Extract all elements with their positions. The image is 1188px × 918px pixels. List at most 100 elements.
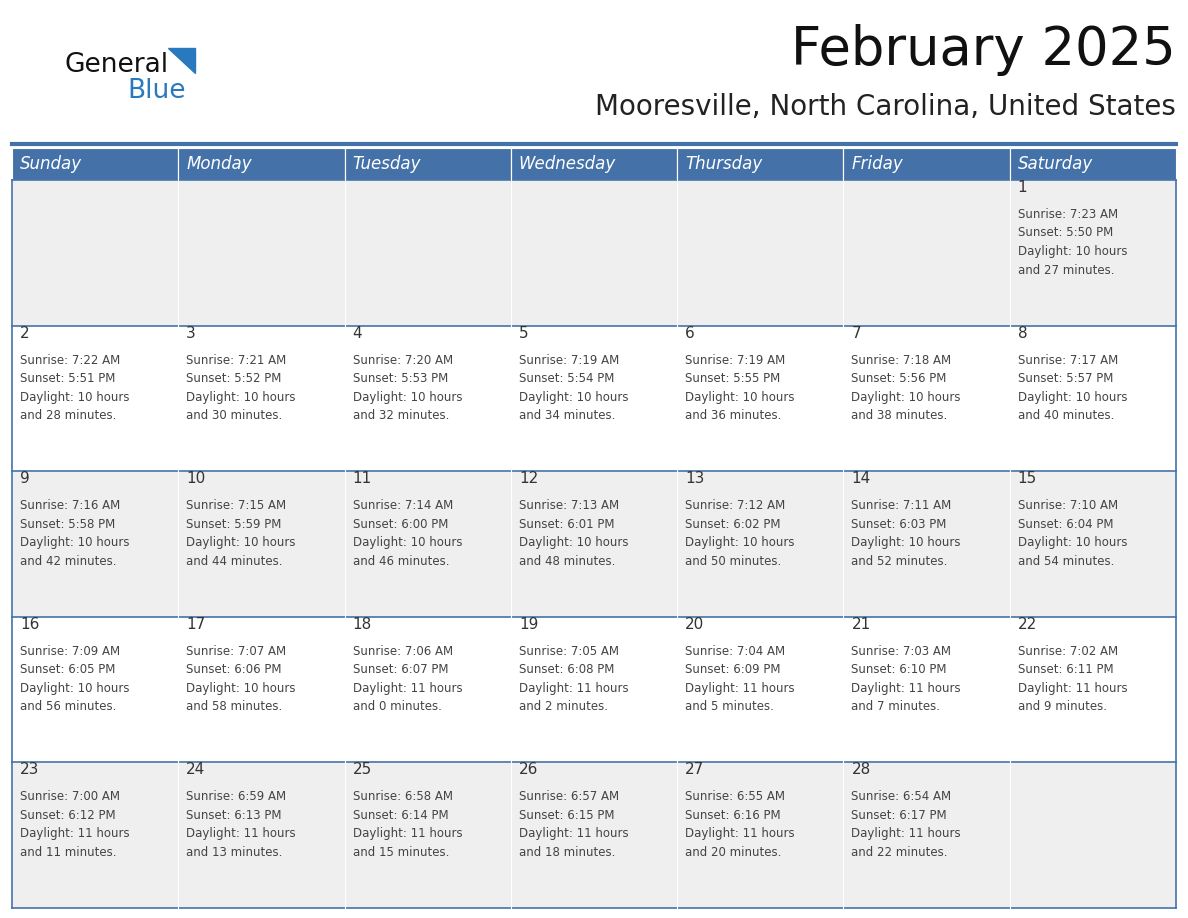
Bar [677, 148, 843, 180]
Bar [345, 471, 511, 617]
Text: 9: 9 [20, 471, 30, 487]
Polygon shape [168, 48, 195, 73]
Text: General: General [65, 52, 169, 78]
Text: 1: 1 [1018, 180, 1028, 195]
Bar [12, 180, 178, 326]
Text: 27: 27 [685, 763, 704, 778]
Text: Thursday: Thursday [685, 155, 763, 173]
Text: Sunrise: 7:18 AM
Sunset: 5:56 PM
Daylight: 10 hours
and 38 minutes.: Sunrise: 7:18 AM Sunset: 5:56 PM Dayligh… [852, 353, 961, 422]
Bar [511, 471, 677, 617]
Text: Sunrise: 6:54 AM
Sunset: 6:17 PM
Daylight: 11 hours
and 22 minutes.: Sunrise: 6:54 AM Sunset: 6:17 PM Dayligh… [852, 790, 961, 859]
Bar [677, 471, 843, 617]
Text: Sunrise: 7:23 AM
Sunset: 5:50 PM
Daylight: 10 hours
and 27 minutes.: Sunrise: 7:23 AM Sunset: 5:50 PM Dayligh… [1018, 208, 1127, 276]
Bar [843, 763, 1010, 908]
Text: Sunrise: 7:13 AM
Sunset: 6:01 PM
Daylight: 10 hours
and 48 minutes.: Sunrise: 7:13 AM Sunset: 6:01 PM Dayligh… [519, 499, 628, 567]
Text: Sunrise: 6:55 AM
Sunset: 6:16 PM
Daylight: 11 hours
and 20 minutes.: Sunrise: 6:55 AM Sunset: 6:16 PM Dayligh… [685, 790, 795, 859]
Text: 13: 13 [685, 471, 704, 487]
Text: Saturday: Saturday [1018, 155, 1093, 173]
Text: 6: 6 [685, 326, 695, 341]
Text: 14: 14 [852, 471, 871, 487]
Bar [677, 180, 843, 326]
Bar [345, 180, 511, 326]
Text: Friday: Friday [852, 155, 903, 173]
Text: Sunrise: 7:07 AM
Sunset: 6:06 PM
Daylight: 10 hours
and 58 minutes.: Sunrise: 7:07 AM Sunset: 6:06 PM Dayligh… [187, 644, 296, 713]
Bar [345, 326, 511, 471]
Text: 15: 15 [1018, 471, 1037, 487]
Bar [843, 148, 1010, 180]
Text: Sunrise: 7:05 AM
Sunset: 6:08 PM
Daylight: 11 hours
and 2 minutes.: Sunrise: 7:05 AM Sunset: 6:08 PM Dayligh… [519, 644, 628, 713]
Bar [1010, 763, 1176, 908]
Text: Sunrise: 7:12 AM
Sunset: 6:02 PM
Daylight: 10 hours
and 50 minutes.: Sunrise: 7:12 AM Sunset: 6:02 PM Dayligh… [685, 499, 795, 567]
Text: Sunrise: 7:10 AM
Sunset: 6:04 PM
Daylight: 10 hours
and 54 minutes.: Sunrise: 7:10 AM Sunset: 6:04 PM Dayligh… [1018, 499, 1127, 567]
Bar [345, 763, 511, 908]
Text: Wednesday: Wednesday [519, 155, 617, 173]
Text: 26: 26 [519, 763, 538, 778]
Text: 4: 4 [353, 326, 362, 341]
Text: 19: 19 [519, 617, 538, 632]
Bar [511, 180, 677, 326]
Text: Blue: Blue [127, 78, 185, 104]
Bar [178, 763, 345, 908]
Text: Sunrise: 7:02 AM
Sunset: 6:11 PM
Daylight: 11 hours
and 9 minutes.: Sunrise: 7:02 AM Sunset: 6:11 PM Dayligh… [1018, 644, 1127, 713]
Text: Sunrise: 7:09 AM
Sunset: 6:05 PM
Daylight: 10 hours
and 56 minutes.: Sunrise: 7:09 AM Sunset: 6:05 PM Dayligh… [20, 644, 129, 713]
Text: 24: 24 [187, 763, 206, 778]
Bar [1010, 148, 1176, 180]
Text: Sunrise: 7:17 AM
Sunset: 5:57 PM
Daylight: 10 hours
and 40 minutes.: Sunrise: 7:17 AM Sunset: 5:57 PM Dayligh… [1018, 353, 1127, 422]
Bar [511, 617, 677, 763]
Bar [12, 471, 178, 617]
Bar [345, 617, 511, 763]
Text: 12: 12 [519, 471, 538, 487]
Text: 22: 22 [1018, 617, 1037, 632]
Text: Sunrise: 7:06 AM
Sunset: 6:07 PM
Daylight: 11 hours
and 0 minutes.: Sunrise: 7:06 AM Sunset: 6:07 PM Dayligh… [353, 644, 462, 713]
Text: Sunrise: 7:03 AM
Sunset: 6:10 PM
Daylight: 11 hours
and 7 minutes.: Sunrise: 7:03 AM Sunset: 6:10 PM Dayligh… [852, 644, 961, 713]
Text: 8: 8 [1018, 326, 1028, 341]
Text: 23: 23 [20, 763, 39, 778]
Bar [843, 180, 1010, 326]
Text: 11: 11 [353, 471, 372, 487]
Text: Sunrise: 7:15 AM
Sunset: 5:59 PM
Daylight: 10 hours
and 44 minutes.: Sunrise: 7:15 AM Sunset: 5:59 PM Dayligh… [187, 499, 296, 567]
Text: 25: 25 [353, 763, 372, 778]
Text: 2: 2 [20, 326, 30, 341]
Text: Sunrise: 7:22 AM
Sunset: 5:51 PM
Daylight: 10 hours
and 28 minutes.: Sunrise: 7:22 AM Sunset: 5:51 PM Dayligh… [20, 353, 129, 422]
Bar [511, 326, 677, 471]
Text: Sunday: Sunday [20, 155, 82, 173]
Text: 7: 7 [852, 326, 861, 341]
Text: 18: 18 [353, 617, 372, 632]
Text: Sunrise: 7:04 AM
Sunset: 6:09 PM
Daylight: 11 hours
and 5 minutes.: Sunrise: 7:04 AM Sunset: 6:09 PM Dayligh… [685, 644, 795, 713]
Bar [843, 617, 1010, 763]
Bar [178, 148, 345, 180]
Text: 21: 21 [852, 617, 871, 632]
Text: Sunrise: 6:59 AM
Sunset: 6:13 PM
Daylight: 11 hours
and 13 minutes.: Sunrise: 6:59 AM Sunset: 6:13 PM Dayligh… [187, 790, 296, 859]
Bar [843, 326, 1010, 471]
Text: Sunrise: 7:16 AM
Sunset: 5:58 PM
Daylight: 10 hours
and 42 minutes.: Sunrise: 7:16 AM Sunset: 5:58 PM Dayligh… [20, 499, 129, 567]
Text: Sunrise: 7:19 AM
Sunset: 5:55 PM
Daylight: 10 hours
and 36 minutes.: Sunrise: 7:19 AM Sunset: 5:55 PM Dayligh… [685, 353, 795, 422]
Text: 10: 10 [187, 471, 206, 487]
Bar [12, 326, 178, 471]
Bar [511, 763, 677, 908]
Text: Sunrise: 7:21 AM
Sunset: 5:52 PM
Daylight: 10 hours
and 30 minutes.: Sunrise: 7:21 AM Sunset: 5:52 PM Dayligh… [187, 353, 296, 422]
Text: Mooresville, North Carolina, United States: Mooresville, North Carolina, United Stat… [595, 93, 1176, 121]
Bar [677, 326, 843, 471]
Bar [178, 617, 345, 763]
Bar [843, 471, 1010, 617]
Bar [1010, 471, 1176, 617]
Text: 17: 17 [187, 617, 206, 632]
Text: 20: 20 [685, 617, 704, 632]
Bar [677, 617, 843, 763]
Text: Tuesday: Tuesday [353, 155, 421, 173]
Bar [12, 148, 178, 180]
Text: Sunrise: 6:57 AM
Sunset: 6:15 PM
Daylight: 11 hours
and 18 minutes.: Sunrise: 6:57 AM Sunset: 6:15 PM Dayligh… [519, 790, 628, 859]
Text: 16: 16 [20, 617, 39, 632]
Text: Sunrise: 7:19 AM
Sunset: 5:54 PM
Daylight: 10 hours
and 34 minutes.: Sunrise: 7:19 AM Sunset: 5:54 PM Dayligh… [519, 353, 628, 422]
Bar [1010, 180, 1176, 326]
Text: Sunrise: 6:58 AM
Sunset: 6:14 PM
Daylight: 11 hours
and 15 minutes.: Sunrise: 6:58 AM Sunset: 6:14 PM Dayligh… [353, 790, 462, 859]
Bar [1010, 617, 1176, 763]
Bar [12, 763, 178, 908]
Text: 3: 3 [187, 326, 196, 341]
Text: Sunrise: 7:14 AM
Sunset: 6:00 PM
Daylight: 10 hours
and 46 minutes.: Sunrise: 7:14 AM Sunset: 6:00 PM Dayligh… [353, 499, 462, 567]
Text: Sunrise: 7:00 AM
Sunset: 6:12 PM
Daylight: 11 hours
and 11 minutes.: Sunrise: 7:00 AM Sunset: 6:12 PM Dayligh… [20, 790, 129, 859]
Bar [178, 471, 345, 617]
Bar [345, 148, 511, 180]
Text: 5: 5 [519, 326, 529, 341]
Bar [12, 617, 178, 763]
